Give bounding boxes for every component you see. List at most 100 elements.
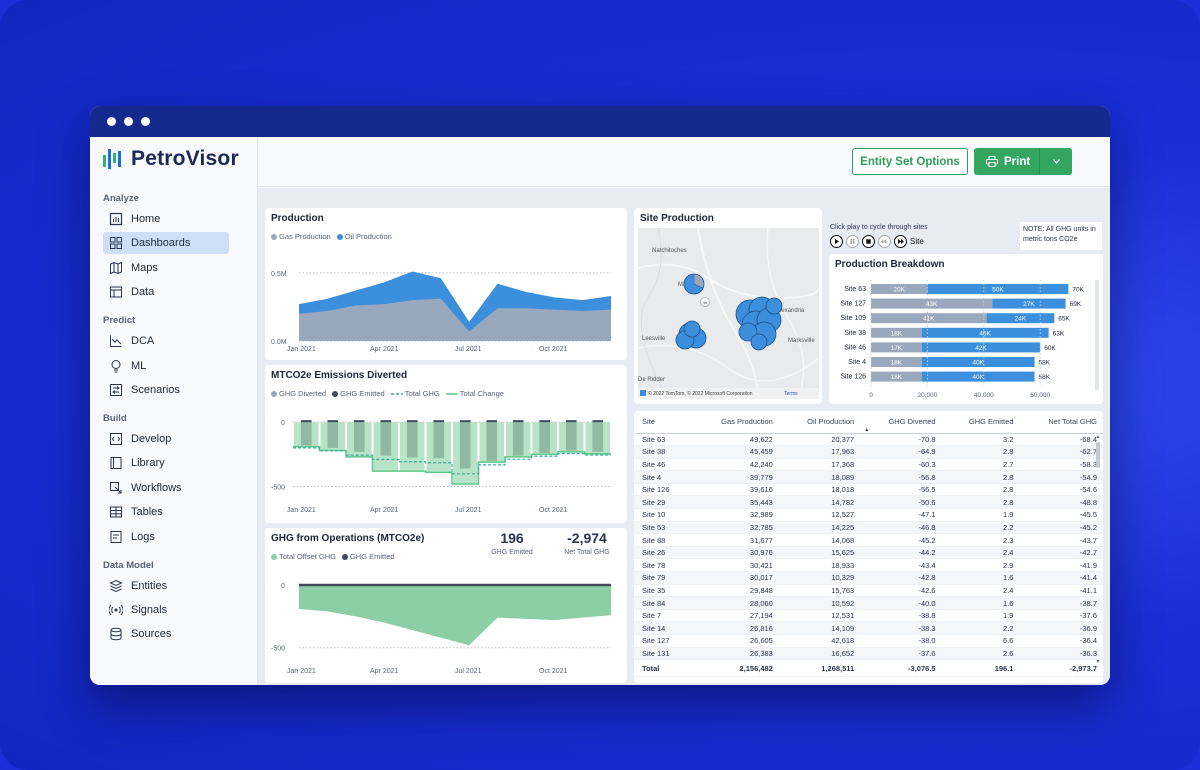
map-bubble-cluster-west[interactable] (675, 320, 707, 350)
table-row[interactable]: Site 79 30,017 10,329 -42.8 1.6 -41.4 (634, 571, 1103, 585)
table-row[interactable]: Site 14 26,816 14,109 -38.3 2.2 -36.9 (634, 621, 1103, 635)
scroll-down-icon[interactable]: ▾ (1096, 659, 1100, 665)
map-bubble-north[interactable] (683, 273, 705, 295)
sidebar-item-home[interactable]: Home (103, 208, 229, 230)
ghg-diverted-bar[interactable] (486, 422, 498, 461)
column-header-site[interactable]: Site (634, 411, 692, 434)
sidebar-item-workflows[interactable]: Workflows (103, 477, 229, 499)
table-row[interactable]: Site 7 27,194 12,531 -38.8 1.9 -37.6 (634, 609, 1103, 623)
ghg-diverted-bar[interactable] (353, 422, 365, 452)
ghg-emitted-bar[interactable] (565, 420, 577, 423)
ghg-emitted-bar[interactable] (353, 420, 365, 423)
window-dot-2[interactable] (124, 117, 133, 126)
column-header-ghg-diverted[interactable]: GHG Diverted ▲ (860, 411, 942, 434)
ghg-emitted-bar[interactable] (380, 420, 392, 423)
sidebar-item-tables[interactable]: Tables (103, 501, 229, 523)
breakdown-oil-bar[interactable] (927, 284, 1069, 294)
legend-ghg-emitted[interactable]: GHG Emitted (332, 389, 385, 398)
table-row[interactable]: Site 78 30,421 18,933 -43.4 2.9 -41.9 (634, 558, 1103, 573)
sidebar-item-scenarios[interactable]: Scenarios (103, 379, 229, 401)
legend-oil[interactable]: Oil Production (336, 232, 392, 241)
table-row[interactable]: Site 4 39,779 18,089 -56.8 2.8 -54.9 (634, 470, 1103, 484)
entity-set-options-button[interactable]: Entity Set Options (852, 148, 968, 175)
ghg-emitted-bar[interactable] (327, 420, 339, 423)
ghg-emitted-bar[interactable] (512, 420, 524, 423)
map-bubble-cluster-east[interactable] (735, 296, 783, 351)
sidebar-item-logs[interactable]: Logs (103, 526, 229, 548)
map-terms-link[interactable]: Terms (784, 391, 798, 397)
breakdown-gas-bar[interactable] (871, 342, 922, 353)
table-row[interactable]: Site 29 35,443 14,782 -50.6 2.8 -48.8 (634, 495, 1103, 510)
scroll-up-icon[interactable]: ▴ (1096, 434, 1100, 440)
production-breakdown-chart[interactable]: Site 63 20K 50K 70K Site 127 43K 27K 69K Site 10… (829, 254, 1103, 404)
ghg-diverted-bar[interactable] (406, 422, 418, 458)
breakdown-oil-bar[interactable] (992, 298, 1066, 309)
breakdown-gas-bar[interactable] (871, 284, 928, 294)
table-row[interactable]: Site 53 32,785 14,225 -46.8 2.2 -45.2 (634, 521, 1103, 535)
breakdown-oil-bar[interactable] (921, 342, 1041, 353)
sidebar-item-ml[interactable]: ML (103, 355, 229, 377)
table-row[interactable]: Site 88 31,677 14,068 -45.2 2.3 -43.7 (634, 533, 1103, 547)
breakdown-oil-bar[interactable] (921, 357, 1035, 367)
gas-production-area[interactable] (299, 298, 611, 341)
emissions-chart[interactable]: 0 -500 Jan 2021 Apr 2021 Jul 2021 Oct 2021 (265, 365, 627, 523)
column-header-ghg-emitted[interactable]: GHG Emitted (941, 411, 1020, 434)
play-icon[interactable] (830, 235, 843, 248)
table-row[interactable]: Site 38 45,459 17,963 -64.9 2.8 -62.7 (634, 445, 1103, 459)
table-row[interactable]: Site 131 26,383 16,652 -37.6 2.6 -36.3 (634, 647, 1103, 661)
ghg-diverted-bar[interactable] (433, 422, 445, 459)
previous-icon[interactable] (878, 235, 891, 248)
ghg-diverted-bar[interactable] (327, 422, 339, 448)
legend-ghg-diverted[interactable]: GHG Diverted (271, 389, 326, 398)
legend-total-ghg[interactable]: Total GHG (390, 389, 440, 398)
breakdown-gas-bar[interactable] (871, 371, 922, 382)
sort-indicator-icon[interactable]: ▲ (864, 427, 870, 433)
breakdown-scrollbar[interactable] (1095, 280, 1099, 390)
window-dot-1[interactable] (107, 117, 116, 126)
legend-total-change[interactable]: Total Change (445, 389, 504, 398)
brand[interactable]: PetroVisor (90, 137, 257, 181)
table-row[interactable]: Site 127 26,605 42,618 -38.0 6.6 -36.4 (634, 634, 1103, 648)
table-row[interactable]: Site 10 32,989 12,527 -47.1 1.9 -45.5 (634, 508, 1103, 522)
sidebar-item-dca[interactable]: DCA (103, 330, 229, 352)
ghg-emitted-bar[interactable] (406, 420, 418, 423)
table-scrollbar[interactable]: ▴ ▾ (1095, 433, 1101, 665)
table-row[interactable]: Site 84 28,060 10,592 -40.0 1.6 -38.7 (634, 596, 1103, 610)
column-header-oil-production[interactable]: Oil Production (778, 411, 861, 434)
ghg-diverted-bar[interactable] (459, 422, 471, 469)
print-dropdown-toggle[interactable] (1040, 159, 1072, 164)
ghg-emitted-bar[interactable] (592, 420, 604, 423)
legend-emitted[interactable]: GHG Emitted (341, 552, 395, 561)
table-row[interactable]: Site 26 30,976 15,625 -44.2 2.4 -42.7 (634, 546, 1103, 560)
ghg-diverted-bar[interactable] (512, 422, 524, 456)
ghg-emitted-bar[interactable] (539, 420, 551, 423)
window-dot-3[interactable] (141, 117, 150, 126)
ghg-diverted-bar[interactable] (380, 422, 392, 456)
breakdown-oil-bar[interactable] (986, 313, 1055, 324)
ghg-diverted-bar[interactable] (565, 422, 577, 451)
sidebar-item-data[interactable]: Data (103, 281, 229, 303)
sidebar-item-signals[interactable]: Signals (103, 599, 229, 621)
table-row[interactable]: Site 35 29,848 15,763 -42.6 2.4 -41.1 (634, 584, 1103, 598)
breakdown-oil-bar[interactable] (921, 327, 1049, 338)
stop-icon[interactable] (862, 235, 875, 248)
breakdown-oil-bar[interactable] (921, 371, 1035, 382)
column-header-net-total-ghg[interactable]: Net Total GHG (1019, 411, 1103, 434)
breakdown-gas-bar[interactable] (871, 357, 922, 367)
print-main-button[interactable]: Print (974, 148, 1040, 175)
breakdown-gas-bar[interactable] (871, 298, 993, 309)
legend-gas[interactable]: Gas Production (271, 232, 331, 241)
sidebar-item-develop[interactable]: Develop (103, 428, 229, 450)
sidebar-item-dashboards[interactable]: Dashboards (103, 232, 229, 255)
table-row[interactable]: Site 63 49,622 20,377 -70.8 3.2 -68.4 (634, 433, 1103, 447)
ghg-emitted-bar[interactable] (433, 420, 445, 423)
sidebar-item-library[interactable]: Library (103, 452, 229, 474)
table-row[interactable]: Site 46 42,240 17,368 -60.3 2.7 -58.3 (634, 458, 1103, 472)
ghg-emitted-bar[interactable] (300, 420, 312, 423)
table-row[interactable]: Site 126 39,616 18,018 -56.5 2.8 -54.6 (634, 483, 1103, 497)
print-button[interactable]: Print (974, 148, 1072, 175)
ghg-emitted-bar[interactable] (459, 420, 471, 423)
sidebar-item-entities[interactable]: Entities (103, 575, 229, 597)
legend-offset[interactable]: Total Offset GHG (271, 552, 336, 561)
